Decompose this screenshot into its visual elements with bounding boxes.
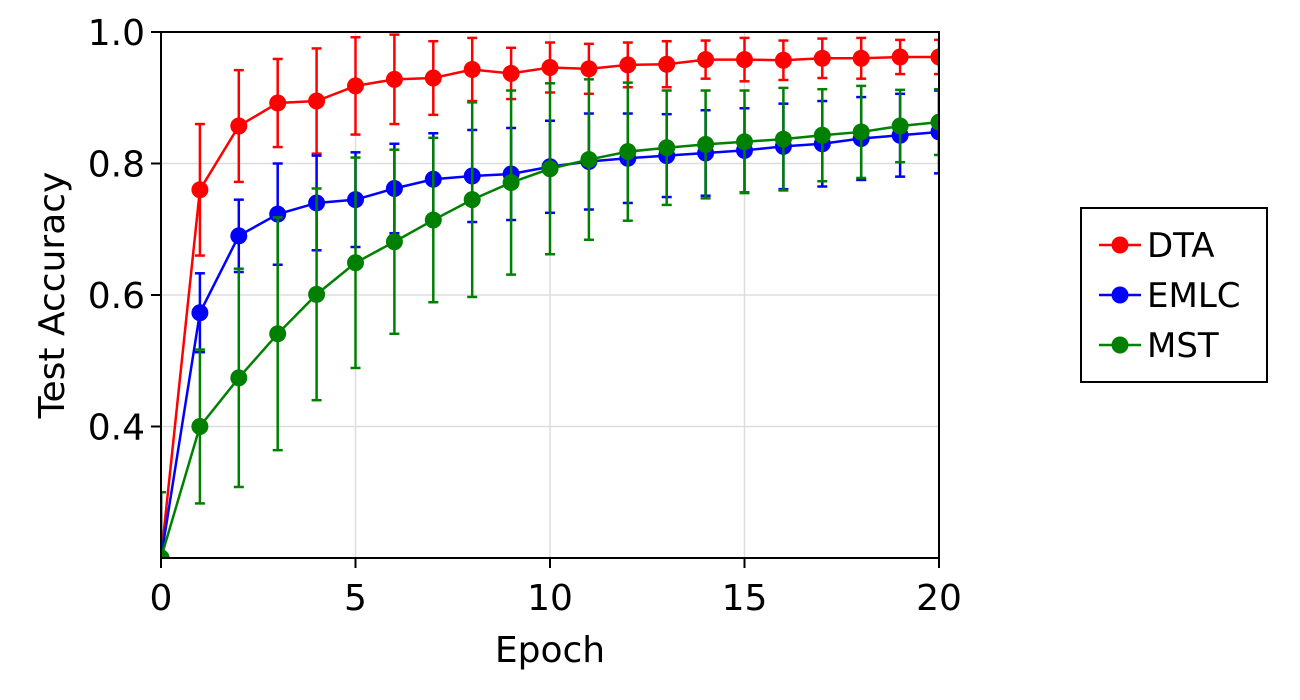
- legend: DTA EMLC MST: [1080, 207, 1268, 383]
- data-point: [385, 233, 403, 251]
- x-tick-label: 15: [722, 578, 768, 619]
- data-point: [347, 254, 364, 272]
- data-point: [930, 48, 939, 66]
- data-point: [736, 51, 753, 69]
- y-tick-label: 0.6: [88, 276, 145, 317]
- data-point: [852, 49, 870, 67]
- data-point: [308, 92, 326, 110]
- legend-label: DTA: [1147, 226, 1215, 266]
- y-tick-label: 1.0: [88, 13, 145, 54]
- data-point: [774, 130, 792, 148]
- data-point: [230, 117, 248, 135]
- data-point: [191, 304, 209, 322]
- data-point: [658, 55, 676, 73]
- x-tick-label: 0: [150, 578, 173, 619]
- data-point: [385, 70, 403, 88]
- y-axis: 0.4 0.6 0.8 1.0: [88, 13, 161, 449]
- y-tick-label: 0.8: [88, 145, 145, 186]
- legend-marker: [1111, 286, 1129, 304]
- data-point: [502, 174, 520, 192]
- data-point: [891, 117, 909, 135]
- data-point: [736, 133, 753, 151]
- data-point: [541, 59, 559, 77]
- data-point: [580, 60, 598, 78]
- y-tick-label: 0.4: [88, 408, 145, 449]
- data-point: [658, 139, 676, 157]
- data-point: [502, 64, 520, 82]
- data-point: [230, 227, 248, 245]
- legend-marker: [1111, 336, 1129, 354]
- y-axis-title: Test Accuracy: [32, 172, 73, 420]
- data-point: [463, 191, 481, 209]
- data-point: [424, 211, 442, 229]
- series-layer: [161, 33, 939, 558]
- data-point: [619, 143, 637, 161]
- data-point: [424, 69, 442, 87]
- data-point: [697, 51, 715, 69]
- data-point: [347, 77, 364, 95]
- x-tick-label: 10: [527, 578, 573, 619]
- x-axis: 0 5 10 15 20: [150, 558, 962, 619]
- data-point: [930, 113, 939, 131]
- data-point: [619, 56, 637, 74]
- data-point: [541, 160, 559, 178]
- data-point: [463, 60, 481, 78]
- data-point: [813, 126, 831, 144]
- data-point: [308, 285, 326, 303]
- x-axis-title: Epoch: [495, 630, 605, 671]
- data-point: [191, 181, 209, 199]
- data-point: [891, 48, 909, 66]
- data-point: [230, 369, 248, 387]
- data-point: [269, 325, 287, 343]
- data-point: [852, 123, 870, 141]
- legend-label: EMLC: [1147, 276, 1241, 316]
- legend-marker: [1111, 236, 1129, 254]
- series-dta: [161, 33, 939, 558]
- data-point: [191, 418, 209, 435]
- data-point: [774, 51, 792, 69]
- series-mst: [161, 78, 939, 558]
- legend-label: MST: [1147, 326, 1219, 366]
- data-point: [269, 94, 287, 112]
- x-tick-label: 5: [344, 578, 367, 619]
- data-point: [697, 135, 715, 153]
- data-point: [580, 151, 598, 169]
- data-point: [161, 549, 170, 558]
- x-tick-label: 20: [916, 578, 962, 619]
- data-point: [813, 49, 831, 67]
